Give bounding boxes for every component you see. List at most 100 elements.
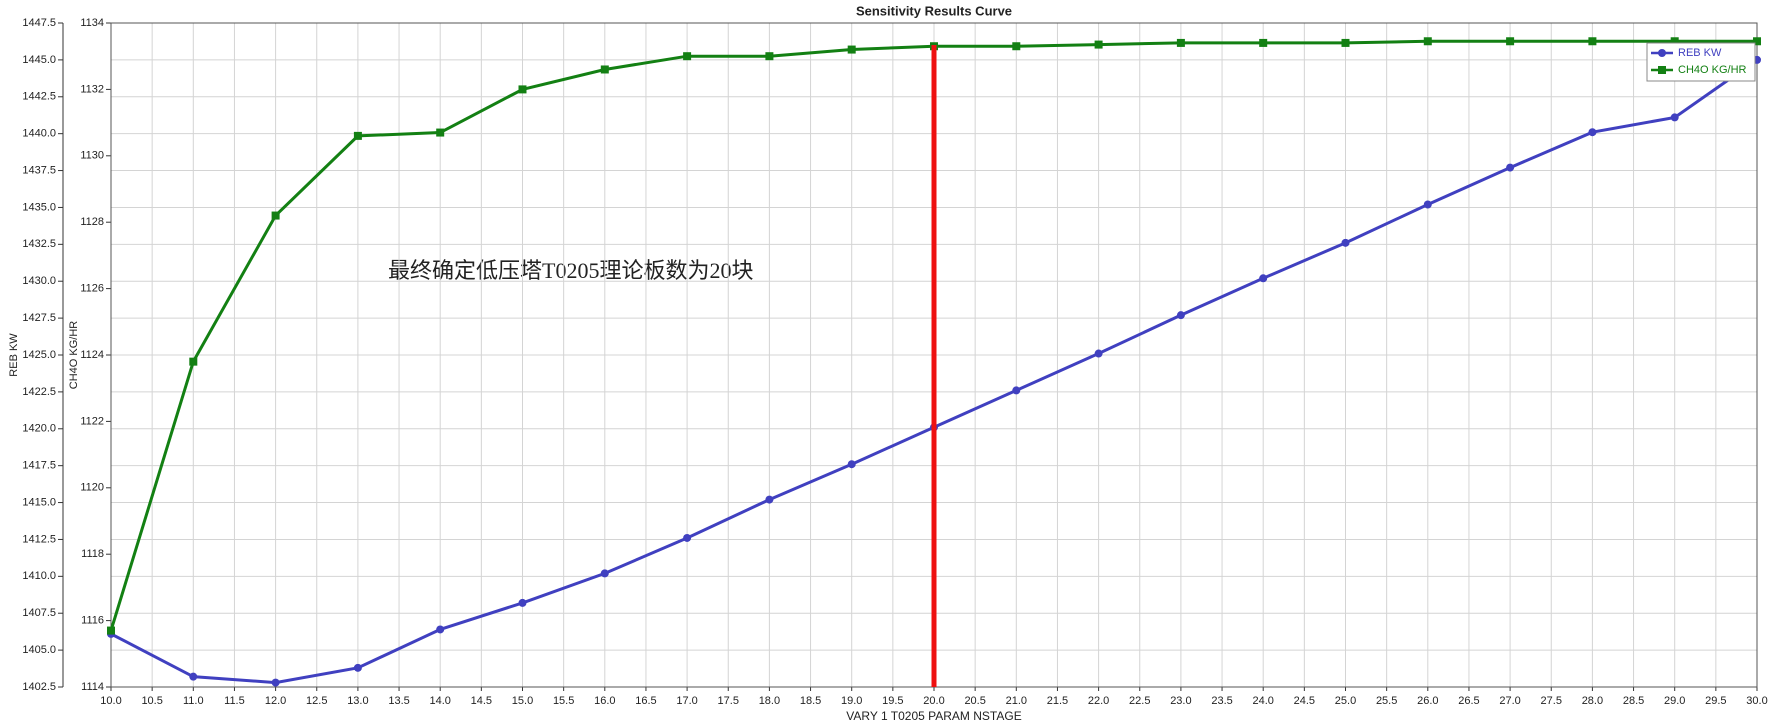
point [1094,349,1103,358]
x-tick-label: 17.0 [676,695,697,707]
x-tick-label: 12.5 [306,695,327,707]
y-axis-label: REB KW [8,333,20,377]
y2-tick-label: 1118 [81,548,104,560]
y2-tick-label: 1128 [80,216,104,228]
point [683,533,692,542]
point [847,460,856,469]
x-tick-label: 10.0 [100,695,121,707]
y-tick-label: 1445.0 [22,54,56,66]
x-tick-label: 22.0 [1088,695,1109,707]
point [1176,311,1185,320]
point [1176,38,1185,47]
x-tick-label: 16.0 [594,695,615,707]
x-tick-label: 11.0 [183,695,204,707]
legend-marker [1658,49,1666,57]
x-tick-label: 19.5 [882,695,903,707]
x-tick-label: 20.0 [923,695,944,707]
x-tick-label: 21.0 [1006,695,1027,707]
y-tick-label: 1440.0 [22,128,56,140]
y-tick-label: 1420.0 [22,423,56,435]
y-tick-label: 1407.5 [22,607,56,619]
point [1588,128,1597,137]
x-tick-label: 29.5 [1705,695,1726,707]
point [1423,200,1432,209]
x-tick-label: 26.0 [1417,695,1438,707]
x-tick-label: 11.5 [224,695,245,707]
point [1423,37,1432,46]
x-tick-label: 26.5 [1458,695,1479,707]
point [271,211,280,220]
point [1506,163,1515,172]
point [600,569,609,578]
annotation: 最终确定低压塔T0205理论板数为20块 [388,258,753,283]
point [847,45,856,54]
x-tick-label: 14.0 [429,695,450,707]
y2-tick-label: 1114 [81,681,104,693]
y-tick-label: 1442.5 [22,91,56,103]
point [1670,37,1679,46]
point [1588,37,1597,46]
x-tick-label: 27.0 [1499,695,1520,707]
point [353,663,362,672]
x-tick-label: 25.5 [1376,695,1397,707]
point [107,626,115,635]
point [1259,274,1268,283]
x-tick-label: 29.0 [1664,695,1685,707]
point [436,625,445,634]
y2-tick-label: 1134 [80,17,104,29]
point [1094,40,1103,49]
x-tick-label: 13.0 [347,695,368,707]
point [600,65,609,74]
x-tick-label: 28.5 [1623,695,1644,707]
y-tick-label: 1412.5 [22,533,56,545]
legend-box [1646,42,1756,82]
legend-label: REB KW [1678,47,1722,59]
x-tick-label: 18.5 [800,695,821,707]
point [1341,38,1350,47]
point [271,678,280,687]
x-tick-label: 24.5 [1294,695,1315,707]
y-tick-label: 1417.5 [22,460,56,472]
y-tick-label: 1427.5 [22,312,56,324]
y2-tick-label: 1122 [80,415,104,427]
x-tick-label: 23.5 [1211,695,1232,707]
x-tick-label: 12.0 [265,695,286,707]
x-tick-label: 28.0 [1582,695,1603,707]
point [1670,113,1679,122]
y-tick-label: 1437.5 [22,164,56,176]
x-tick-label: 20.5 [964,695,985,707]
x-axis-label: VARY 1 T0205 PARAM NSTAGE [846,709,1021,723]
point [436,128,445,137]
x-tick-label: 21.5 [1047,695,1068,707]
x-tick-label: 22.5 [1129,695,1150,707]
y-tick-label: 1447.5 [22,17,56,29]
x-tick-label: 30.0 [1746,695,1767,707]
x-tick-label: 17.5 [718,695,739,707]
y-tick-label: 1430.0 [22,275,56,287]
point [1506,37,1515,46]
legend-marker [1658,66,1666,74]
y-tick-label: 1435.0 [22,201,56,213]
x-tick-label: 27.5 [1541,695,1562,707]
x-tick-label: 18.0 [759,695,780,707]
point [1012,42,1021,51]
y-tick-label: 1402.5 [22,681,56,693]
point [1012,386,1021,395]
point [518,598,527,607]
y2-tick-label: 1120 [80,482,104,494]
y-tick-label: 1415.0 [22,496,56,508]
y-tick-label: 1410.0 [22,570,56,582]
point [683,52,692,61]
point [189,357,198,366]
point [1259,38,1268,47]
y2-tick-label: 1116 [81,615,104,627]
point [1753,37,1761,46]
legend-label: CH4O KG/HR [1678,64,1747,76]
point [353,131,362,140]
point [765,495,774,504]
y2-tick-label: 1130 [80,150,104,162]
x-tick-label: 13.5 [388,695,409,707]
x-tick-label: 19.0 [841,695,862,707]
